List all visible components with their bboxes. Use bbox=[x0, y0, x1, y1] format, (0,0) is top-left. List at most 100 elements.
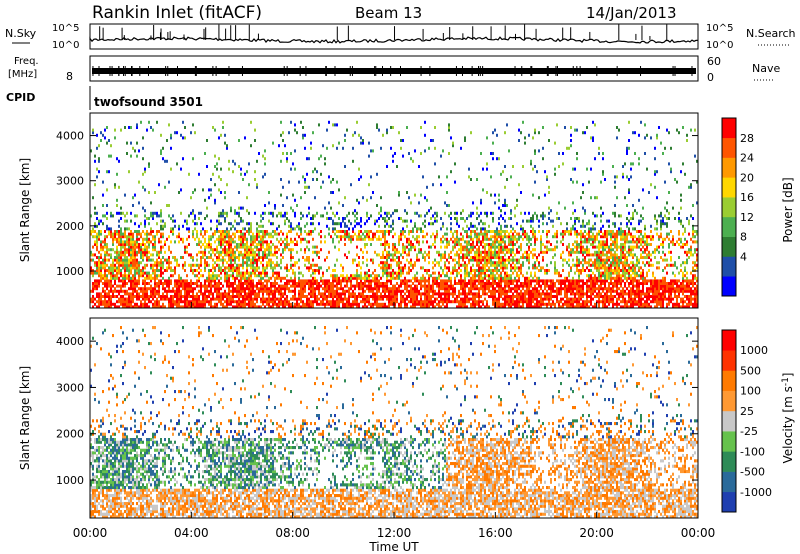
range-gate-cell bbox=[248, 183, 250, 187]
range-gate-cell bbox=[518, 287, 520, 291]
range-gate-cell bbox=[278, 300, 280, 304]
range-gate-cell bbox=[322, 295, 324, 298]
range-gate-cell bbox=[400, 146, 402, 150]
range-gate-cell bbox=[332, 287, 334, 291]
range-gate-cell bbox=[332, 240, 334, 244]
range-gate-cell bbox=[196, 232, 198, 236]
range-gate-cell bbox=[278, 292, 280, 296]
range-gate-cell bbox=[202, 295, 204, 298]
range-gate-cell bbox=[336, 222, 338, 226]
range-gate-cell bbox=[218, 219, 220, 223]
range-gate-cell bbox=[368, 302, 370, 306]
range-gate-cell bbox=[510, 289, 512, 293]
range-gate-cell bbox=[474, 269, 476, 272]
range-gate-cell bbox=[192, 295, 194, 298]
range-gate-cell bbox=[458, 305, 460, 309]
range-gate-cell bbox=[380, 305, 382, 309]
range-gate-cell bbox=[350, 222, 352, 226]
range-gate-cell bbox=[492, 250, 494, 254]
range-gate-cell bbox=[256, 248, 258, 252]
range-gate-cell bbox=[268, 191, 270, 194]
power-cells bbox=[90, 120, 698, 309]
range-gate-cell bbox=[284, 282, 286, 285]
range-gate-cell bbox=[328, 201, 330, 205]
range-gate-cell bbox=[352, 284, 354, 288]
range-gate-cell bbox=[110, 274, 112, 278]
range-gate-cell bbox=[504, 282, 506, 285]
range-gate-cell bbox=[420, 279, 422, 283]
range-gate-cell bbox=[402, 300, 404, 304]
range-gate-cell bbox=[440, 297, 442, 301]
range-gate-cell bbox=[246, 250, 248, 254]
range-gate-cell bbox=[286, 282, 288, 285]
range-gate-cell bbox=[446, 245, 448, 249]
range-gate-cell bbox=[202, 235, 204, 239]
range-gate-cell bbox=[272, 284, 274, 288]
range-gate-cell bbox=[120, 258, 122, 262]
range-gate-cell bbox=[104, 258, 106, 262]
range-gate-cell bbox=[208, 263, 210, 267]
range-gate-cell bbox=[380, 282, 382, 285]
range-gate-cell bbox=[230, 250, 232, 254]
range-gate-cell bbox=[246, 269, 248, 272]
range-gate-cell bbox=[116, 245, 118, 249]
range-gate-cell bbox=[262, 295, 264, 298]
range-gate-cell bbox=[470, 250, 472, 254]
range-gate-cell bbox=[370, 149, 372, 153]
range-gate-cell bbox=[124, 256, 126, 259]
range-gate-cell bbox=[476, 227, 478, 231]
range-gate-cell bbox=[500, 282, 502, 285]
range-gate-cell bbox=[354, 292, 356, 296]
range-gate-cell bbox=[326, 289, 328, 293]
range-gate-cell bbox=[504, 235, 506, 239]
range-gate-cell bbox=[482, 263, 484, 267]
range-gate-cell bbox=[440, 292, 442, 296]
range-gate-cell bbox=[114, 274, 116, 278]
range-gate-cell bbox=[146, 235, 148, 239]
range-gate-cell bbox=[120, 289, 122, 293]
range-gate-cell bbox=[434, 235, 436, 239]
range-gate-cell bbox=[196, 230, 198, 233]
range-gate-cell bbox=[260, 282, 262, 285]
range-gate-cell bbox=[108, 305, 110, 309]
range-gate-cell bbox=[124, 193, 126, 197]
range-gate-cell bbox=[104, 214, 106, 218]
range-gate-cell bbox=[344, 222, 346, 226]
range-gate-cell bbox=[302, 175, 304, 179]
range-gate-cell bbox=[240, 240, 242, 244]
range-gate-cell bbox=[138, 250, 140, 254]
range-gate-cell bbox=[334, 245, 336, 249]
range-gate-cell bbox=[106, 245, 108, 249]
range-gate-cell bbox=[178, 227, 180, 231]
range-gate-cell bbox=[364, 245, 366, 249]
range-gate-cell bbox=[224, 266, 226, 270]
range-gate-cell bbox=[306, 157, 308, 161]
range-gate-cell bbox=[230, 237, 232, 241]
range-gate-cell bbox=[384, 240, 386, 244]
range-gate-cell bbox=[160, 266, 162, 270]
range-gate-cell bbox=[100, 261, 102, 265]
range-gate-cell bbox=[114, 266, 116, 270]
range-gate-cell bbox=[214, 279, 216, 283]
range-gate-cell bbox=[218, 240, 220, 244]
range-gate-cell bbox=[480, 201, 482, 205]
range-gate-cell bbox=[478, 276, 480, 280]
range-gate-cell bbox=[382, 282, 384, 285]
range-gate-cell bbox=[432, 232, 434, 236]
range-gate-cell bbox=[348, 276, 350, 280]
range-gate-cell bbox=[164, 279, 166, 283]
range-gate-cell bbox=[126, 237, 128, 241]
range-gate-cell bbox=[474, 305, 476, 309]
range-gate-cell bbox=[472, 279, 474, 283]
range-gate-cell bbox=[134, 269, 136, 272]
range-gate-cell bbox=[256, 183, 258, 187]
range-gate-cell bbox=[254, 284, 256, 288]
range-gate-cell bbox=[118, 211, 120, 215]
range-gate-cell bbox=[472, 300, 474, 304]
range-gate-cell bbox=[118, 240, 120, 244]
range-gate-cell bbox=[358, 235, 360, 239]
range-gate-cell bbox=[172, 232, 174, 236]
range-gate-cell bbox=[526, 282, 528, 285]
range-gate-cell bbox=[502, 256, 504, 259]
range-gate-cell bbox=[478, 302, 480, 306]
